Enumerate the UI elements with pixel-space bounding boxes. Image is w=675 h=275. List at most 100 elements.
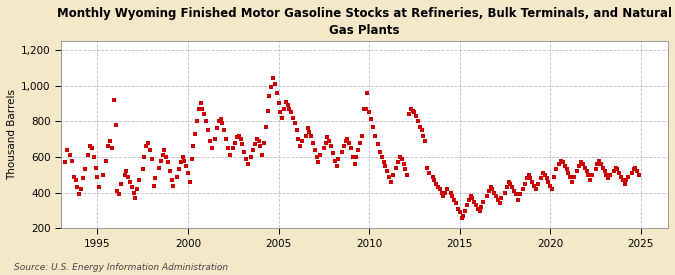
Point [255,144,266,148]
Point [585,178,595,182]
Point [485,185,496,189]
Point [465,194,476,199]
Point [634,173,645,177]
Point [502,185,512,189]
Point [284,106,295,111]
Point [431,182,441,186]
Point [621,178,632,182]
Point [563,171,574,175]
Point [232,135,242,139]
Point [416,128,427,132]
Point [78,176,88,181]
Point [523,173,534,177]
Point [141,144,152,148]
Point [500,191,510,195]
Point [234,133,244,138]
Point [385,180,396,184]
Point [601,173,612,177]
Point [171,174,182,179]
Point [105,139,115,143]
Point [454,210,465,214]
Point [375,149,385,154]
Point [623,174,634,179]
Point [61,148,72,152]
Point [221,137,232,141]
Point [286,110,296,114]
Point [179,158,190,163]
Point [211,126,222,131]
Point [219,128,230,132]
Point [458,214,468,218]
Point [610,166,621,170]
Point [315,153,325,157]
Point [449,198,460,202]
Point [251,137,262,141]
Point [72,185,83,189]
Point [205,139,215,143]
Point [579,166,590,170]
Point [422,166,433,170]
Point [130,196,141,200]
Point [148,183,159,188]
Point [123,174,134,179]
Point [536,176,547,181]
Point [353,148,364,152]
Point [438,194,449,199]
Point [367,124,378,129]
Point [266,85,277,90]
Point [224,153,235,157]
Point [433,185,443,189]
Point [188,144,199,148]
Point [110,123,121,127]
Point [411,114,422,118]
Point [155,158,166,163]
Point [327,151,338,156]
Point [68,174,79,179]
Point [509,189,520,193]
Point [412,119,423,123]
Point [288,116,298,120]
Point [119,173,130,177]
Point [380,164,391,168]
Point [322,135,333,139]
Point [574,164,585,168]
Point [59,160,70,164]
Point [393,160,404,164]
Point [273,101,284,106]
Point [581,169,592,174]
Point [608,169,619,174]
Point [456,216,467,220]
Point [112,189,123,193]
Point [86,146,97,150]
Point [290,121,300,125]
Point [496,196,507,200]
Point [360,106,371,111]
Point [618,178,628,182]
Point [264,94,275,98]
Point [512,198,523,202]
Point [200,119,211,123]
Point [556,158,566,163]
Point [414,124,425,129]
Point [319,146,329,150]
Point [549,174,560,179]
Point [440,191,451,195]
Point [364,110,375,114]
Point [253,139,264,143]
Point [146,156,157,161]
Point [427,174,438,179]
Point [279,106,290,111]
Point [113,192,124,197]
Point [478,199,489,204]
Point [202,128,213,132]
Point [331,164,342,168]
Point [337,149,348,154]
Point [614,171,624,175]
Point [423,171,434,175]
Point [173,167,184,172]
Point [263,108,273,113]
Point [329,158,340,163]
Point [139,155,150,159]
Point [452,207,463,211]
Point [507,185,518,189]
